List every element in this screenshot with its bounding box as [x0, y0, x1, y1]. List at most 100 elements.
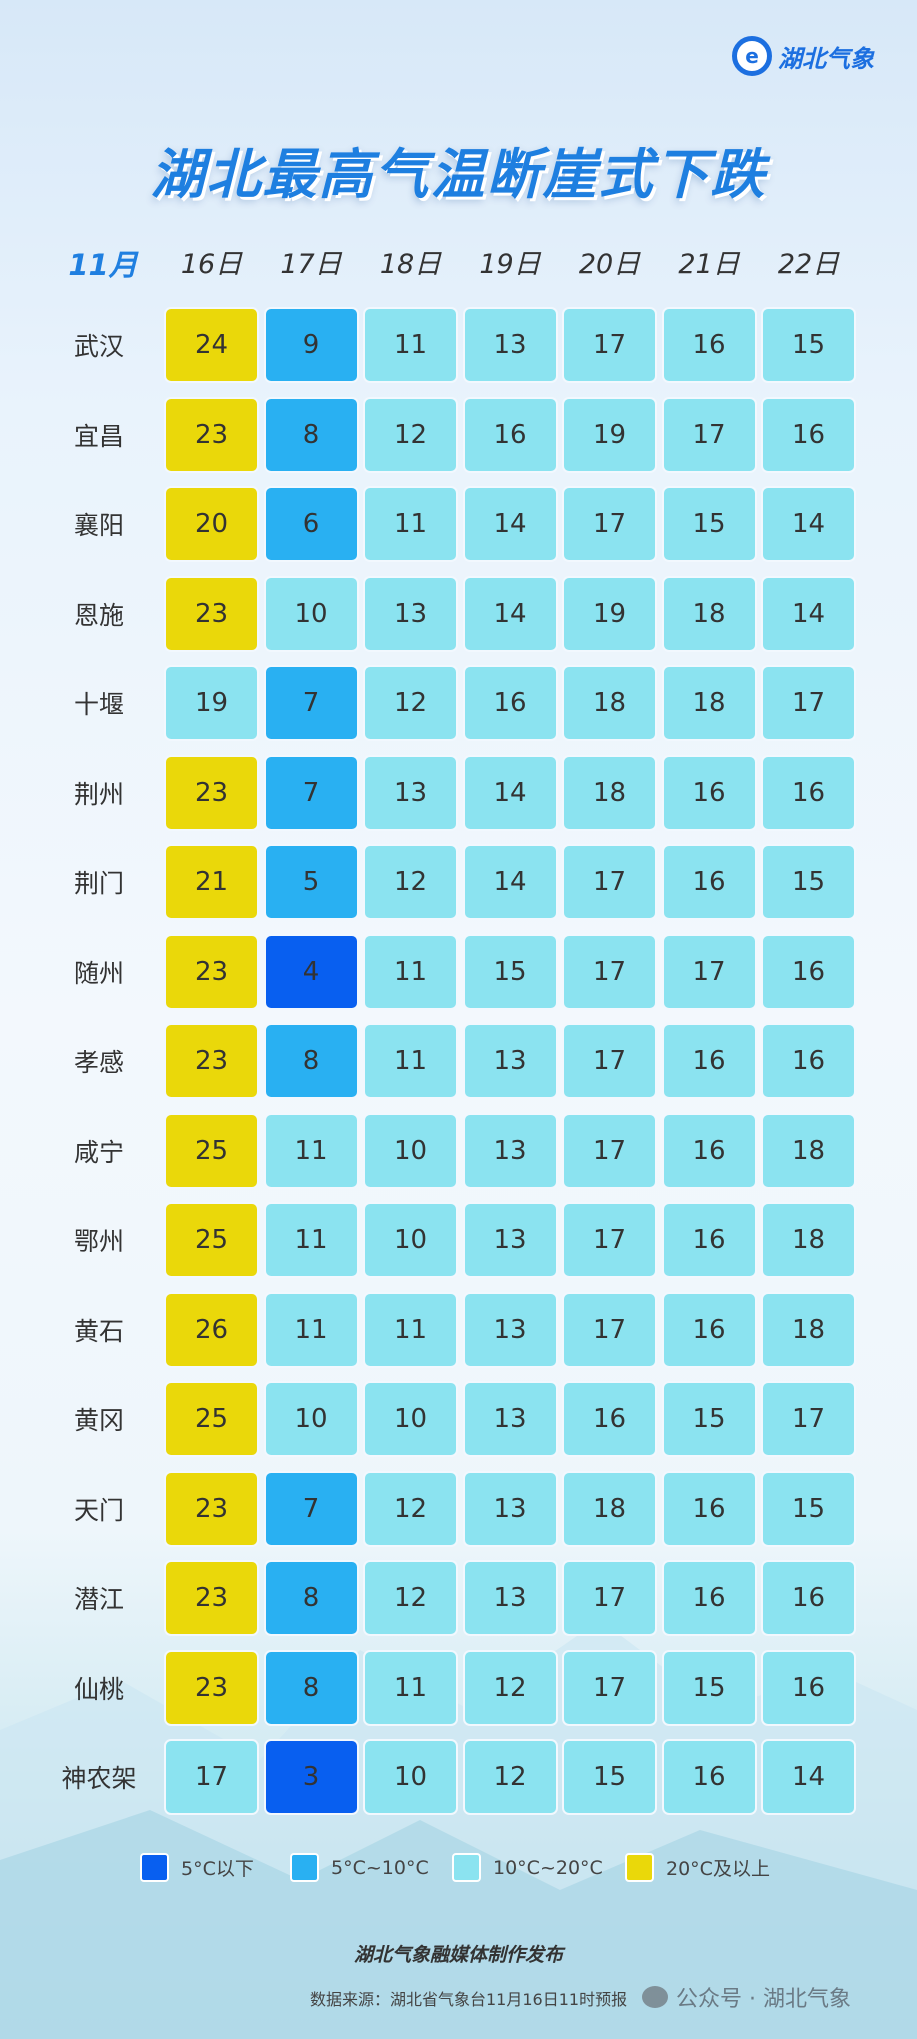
temperature-cell: 18 — [661, 575, 757, 652]
city-name: 宜昌 — [73, 421, 124, 451]
table-row: 天门 23 7 12 13 18 16 15 — [0, 1470, 917, 1547]
table-row: 恩施 23 10 13 14 19 18 14 — [0, 575, 917, 652]
temperature-cell: 23 — [164, 1023, 259, 1099]
temperature-cell: 17 — [164, 1739, 259, 1815]
city-name: 潜江 — [73, 1585, 124, 1614]
temperature-cell: 10 — [363, 1112, 458, 1189]
temperature-cell: 13 — [462, 1023, 558, 1099]
temperature-cell: 8 — [263, 1023, 359, 1099]
temperature-cell: 16 — [661, 844, 757, 920]
temperature-cell: 11 — [363, 1649, 458, 1726]
city-name: 仙桃 — [73, 1674, 124, 1704]
temperature-cell: 16 — [761, 396, 856, 473]
legend-label: 20°C及以上 — [666, 1858, 770, 1880]
table-row: 荆门 21 5 12 14 17 16 15 — [0, 844, 917, 920]
legend-swatch — [452, 1853, 481, 1882]
temperature-cell: 15 — [661, 1649, 757, 1726]
city-name: 荆州 — [73, 779, 124, 809]
legend-label: 5°C~10°C — [331, 1856, 429, 1879]
temperature-cell: 12 — [363, 665, 458, 741]
temperature-cell: 14 — [761, 1739, 856, 1815]
day-header: 19日 — [479, 249, 541, 280]
temperature-cell: 21 — [164, 844, 259, 920]
temperature-cell: 13 — [462, 1381, 558, 1457]
temperature-cell: 17 — [562, 1023, 657, 1099]
temperature-cell: 15 — [761, 844, 856, 920]
table-row: 仙桃 23 8 11 12 17 15 16 — [0, 1649, 917, 1726]
temperature-cell: 26 — [164, 1291, 259, 1368]
temperature-cell: 9 — [263, 307, 359, 383]
wechat-account-name: 公众号 · 湖北气象 — [676, 1987, 851, 2012]
temperature-cell: 16 — [661, 1291, 757, 1368]
temperature-cell: 13 — [462, 307, 558, 383]
temperature-cell: 12 — [363, 1470, 458, 1547]
temperature-cell: 11 — [363, 307, 458, 383]
temperature-cell: 23 — [164, 1470, 259, 1547]
temperature-cell: 15 — [761, 307, 856, 383]
temperature-cell: 7 — [263, 1470, 359, 1547]
temperature-cell: 12 — [363, 1560, 458, 1636]
temperature-cell: 16 — [661, 1023, 757, 1099]
day-header: 16日 — [180, 249, 243, 280]
day-header: 22日 — [777, 249, 840, 280]
temperature-cell: 16 — [761, 1649, 856, 1726]
temperature-cell: 7 — [263, 665, 359, 741]
temperature-cell: 16 — [462, 665, 558, 741]
temperature-cell: 14 — [462, 754, 558, 831]
temperature-cell: 14 — [761, 486, 856, 562]
temperature-cell: 17 — [562, 307, 657, 383]
temperature-cell: 16 — [661, 1202, 757, 1278]
city-name: 武汉 — [73, 332, 124, 361]
legend-swatch — [290, 1853, 319, 1882]
temperature-cell: 12 — [363, 844, 458, 920]
temperature-cell: 18 — [761, 1291, 856, 1368]
legend-item: 5°C以下 — [140, 1853, 254, 1882]
legend-item: 5°C~10°C — [290, 1853, 429, 1882]
temperature-cell: 17 — [562, 933, 657, 1010]
page-title: 湖北最高气温断崖式下跌 — [150, 143, 767, 206]
day-header: 21日 — [678, 249, 740, 280]
temperature-cell: 3 — [263, 1739, 359, 1815]
table-row: 潜江 23 8 12 13 17 16 16 — [0, 1560, 917, 1636]
temperature-cell: 14 — [761, 575, 856, 652]
temperature-cell: 10 — [363, 1202, 458, 1278]
temperature-cell: 17 — [562, 1112, 657, 1189]
legend-item: 20°C及以上 — [625, 1853, 770, 1882]
temperature-cell: 14 — [462, 486, 558, 562]
temperature-cell: 12 — [462, 1739, 558, 1815]
temperature-cell: 16 — [562, 1381, 657, 1457]
temperature-cell: 11 — [263, 1112, 359, 1189]
city-name: 天门 — [73, 1495, 124, 1525]
temperature-cell: 8 — [263, 396, 359, 473]
temperature-cell: 23 — [164, 1649, 259, 1726]
month-label: 11月 — [68, 248, 138, 282]
temperature-cell: 10 — [263, 1381, 359, 1457]
wechat-account: 公众号 · 湖北气象 — [642, 1981, 851, 2013]
legend: 5°C以下 5°C~10°C 10°C~20°C 20°C及以上 — [0, 1853, 917, 1889]
temperature-cell: 23 — [164, 1560, 259, 1636]
temperature-cell: 18 — [562, 665, 657, 741]
table-header: 11月 16日 17日 18日 19日 20日 21日 22日 — [0, 242, 917, 282]
table-row: 神农架 17 3 10 12 15 16 14 — [0, 1739, 917, 1815]
city-name: 神农架 — [61, 1764, 137, 1793]
day-header: 20日 — [578, 249, 641, 280]
temperature-cell: 25 — [164, 1112, 259, 1189]
temperature-cell: 18 — [661, 665, 757, 741]
city-name: 黄石 — [73, 1316, 124, 1346]
temperature-cell: 15 — [661, 1381, 757, 1457]
temperature-cell: 14 — [462, 844, 558, 920]
city-name: 襄阳 — [73, 511, 124, 540]
temperature-cell: 10 — [263, 575, 359, 652]
temperature-cell: 11 — [263, 1291, 359, 1368]
temperature-cell: 18 — [761, 1112, 856, 1189]
temperature-cell: 19 — [562, 396, 657, 473]
temperature-cell: 11 — [363, 486, 458, 562]
logo-emblem-icon: e — [732, 36, 772, 76]
temperature-cell: 15 — [761, 1470, 856, 1547]
temperature-cell: 17 — [562, 1560, 657, 1636]
table-row: 十堰 19 7 12 16 18 18 17 — [0, 665, 917, 741]
hubei-weather-logo: e 湖北气象 — [732, 36, 874, 76]
temperature-cell: 17 — [562, 1649, 657, 1726]
temperature-cell: 16 — [661, 307, 757, 383]
temperature-cell: 16 — [761, 1560, 856, 1636]
